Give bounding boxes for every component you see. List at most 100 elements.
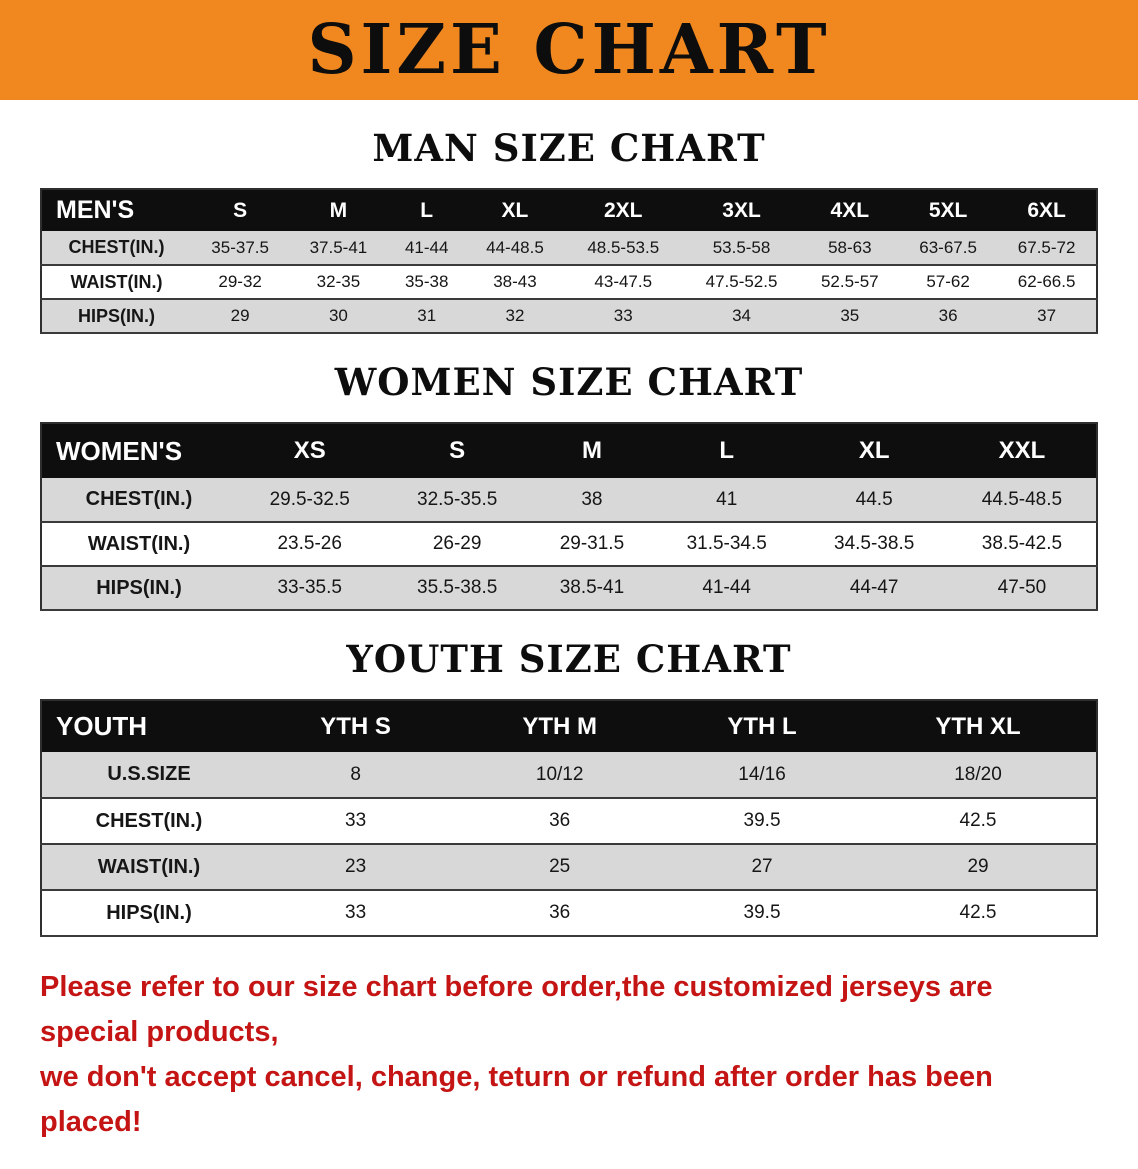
youth-section-heading: YOUTH SIZE CHART: [346, 637, 792, 681]
table-row: WAIST(IN.) 23 25 27 29: [41, 844, 1097, 890]
table-row: CHEST(IN.) 35-37.5 37.5-41 41-44 44-48.5 48.5…: [41, 231, 1097, 265]
size-header-cell: YTH S: [256, 700, 456, 752]
table-row: U.S.SIZE 8 10/12 14/16 18/20: [41, 752, 1097, 798]
value-cell: 41-44: [702, 577, 752, 598]
size-chart-page: SIZE CHART MAN SIZE CHART MEN'S S M L XL 2XL 3…: [0, 0, 1138, 1145]
row-label-cell: WAIST(IN.): [97, 855, 201, 878]
size-header-cell: YTH XL: [860, 700, 1097, 752]
women-section-heading: WOMEN SIZE CHART: [334, 360, 804, 404]
value-cell: 29-32: [218, 272, 262, 291]
value-cell: 52.5-57: [820, 272, 879, 291]
value-cell: 44.5-48.5: [981, 488, 1063, 510]
value-cell: 37: [1037, 306, 1057, 325]
value-cell: 44-48.5: [486, 237, 544, 257]
women-size-table: WOMEN'S XS S M L XL XXL CHEST(IN.) 29.5-32.5 32.5…: [40, 422, 1098, 611]
value-cell: 25: [549, 856, 571, 877]
value-cell: 47-50: [997, 577, 1047, 598]
value-cell: 23.5-26: [277, 533, 342, 554]
value-cell: 62-66.5: [1017, 272, 1076, 291]
size-header-cell: YTH L: [664, 700, 861, 752]
value-cell: 34.5-38.5: [834, 533, 915, 554]
table-row: CHEST(IN.) 29.5-32.5 32.5-35.5 38 41 44.5 44.5…: [41, 478, 1097, 522]
value-cell: 67.5-72: [1017, 237, 1076, 257]
value-cell: 29: [967, 856, 989, 877]
table-header-row: YOUTH YTH S YTH M YTH L YTH XL: [41, 700, 1097, 752]
value-cell: 44-47: [849, 577, 899, 598]
value-cell: 36: [549, 902, 571, 923]
value-cell: 18/20: [954, 763, 1002, 785]
table-title-cell: YOUTH: [41, 700, 256, 752]
size-header-cell: S: [191, 189, 290, 231]
row-label-cell: HIPS(IN.): [106, 901, 192, 924]
row-label-cell: U.S.SIZE: [107, 763, 191, 785]
banner: SIZE CHART: [0, 0, 1138, 100]
size-header-cell: 4XL: [800, 189, 899, 231]
size-header-cell: 2XL: [564, 189, 683, 231]
value-cell: 38.5-41: [559, 577, 625, 598]
value-cell: 47.5-52.5: [705, 272, 778, 291]
value-cell: 34: [732, 306, 751, 325]
size-header-cell: 6XL: [997, 189, 1097, 231]
value-cell: 35.5-38.5: [417, 577, 498, 598]
value-cell: 43-47.5: [594, 272, 653, 291]
value-cell: 58-63: [828, 237, 872, 257]
value-cell: 30: [328, 306, 348, 325]
value-cell: 37.5-41: [309, 237, 368, 257]
value-cell: 39.5: [743, 902, 781, 923]
size-header-cell: 3XL: [682, 189, 801, 231]
table-row: HIPS(IN.) 33 36 39.5 42.5: [41, 890, 1097, 936]
men-section: MAN SIZE CHART MEN'S S M L XL 2XL 3XL 4XL 5XL 6XL…: [0, 126, 1138, 334]
women-section: WOMEN SIZE CHART WOMEN'S XS S M L XL XXL CHEST(…: [0, 360, 1138, 611]
value-cell: 32: [505, 306, 525, 325]
table-row: WAIST(IN.) 23.5-26 26-29 29-31.5 31.5-34.5 34…: [41, 522, 1097, 566]
size-header-cell: XXL: [947, 423, 1097, 478]
men-size-table: MEN'S S M L XL 2XL 3XL 4XL 5XL 6XL CHEST(IN.) 35-37…: [40, 188, 1098, 334]
size-header-cell: M: [530, 423, 653, 478]
row-label-cell: HIPS(IN.): [77, 305, 155, 326]
row-label-cell: CHEST(IN.): [85, 488, 193, 510]
value-cell: 41: [716, 488, 738, 510]
value-cell: 32.5-35.5: [417, 488, 498, 510]
value-cell: 38-43: [493, 272, 537, 291]
value-cell: 63-67.5: [919, 237, 977, 257]
value-cell: 8: [350, 763, 361, 785]
value-cell: 33-35.5: [277, 577, 342, 598]
table-header-row: MEN'S S M L XL 2XL 3XL 4XL 5XL 6XL: [41, 189, 1097, 231]
table-row: HIPS(IN.) 29 30 31 32 33 34 35 36 37: [41, 299, 1097, 333]
value-cell: 29-31.5: [559, 533, 625, 554]
value-cell: 48.5-53.5: [587, 237, 660, 257]
row-label-cell: HIPS(IN.): [96, 576, 182, 599]
size-header-cell: S: [383, 423, 531, 478]
value-cell: 31.5-34.5: [686, 533, 767, 554]
value-cell: 35: [840, 306, 860, 325]
size-header-cell: XL: [465, 189, 565, 231]
value-cell: 29: [230, 306, 250, 325]
row-label-cell: WAIST(IN.): [87, 532, 191, 555]
men-section-heading: MAN SIZE CHART: [372, 126, 766, 170]
value-cell: 41-44: [404, 237, 449, 257]
size-header-cell: XS: [236, 423, 384, 478]
table-title-cell: WOMEN'S: [41, 423, 236, 478]
page-title: SIZE CHART: [307, 10, 831, 90]
youth-section: YOUTH SIZE CHART YOUTH YTH S YTH M YTH L YTH…: [0, 637, 1138, 937]
size-header-cell: L: [653, 423, 801, 478]
value-cell: 31: [417, 306, 437, 325]
value-cell: 36: [549, 810, 571, 831]
size-header-cell: L: [387, 189, 466, 231]
disclaimer-line-2: we don't accept cancel, change, teturn o…: [40, 1060, 993, 1138]
value-cell: 57-62: [926, 272, 970, 291]
value-cell: 33: [613, 306, 633, 325]
value-cell: 27: [751, 856, 773, 877]
value-cell: 23: [345, 856, 367, 877]
value-cell: 26-29: [432, 533, 482, 554]
table-row: WAIST(IN.) 29-32 32-35 35-38 38-43 43-47.5 47.…: [41, 265, 1097, 299]
table-row: CHEST(IN.) 33 36 39.5 42.5: [41, 798, 1097, 844]
value-cell: 32-35: [316, 272, 361, 291]
row-label-cell: CHEST(IN.): [95, 809, 203, 832]
value-cell: 10/12: [535, 763, 584, 785]
row-label-cell: WAIST(IN.): [70, 271, 163, 292]
table-row: HIPS(IN.) 33-35.5 35.5-38.5 38.5-41 41-44 44-…: [41, 566, 1097, 610]
disclaimer: Please refer to our size chart before or…: [40, 965, 1098, 1145]
value-cell: 29.5-32.5: [269, 488, 350, 510]
youth-size-table: YOUTH YTH S YTH M YTH L YTH XL U.S.SIZE 8 10/12…: [40, 699, 1098, 937]
